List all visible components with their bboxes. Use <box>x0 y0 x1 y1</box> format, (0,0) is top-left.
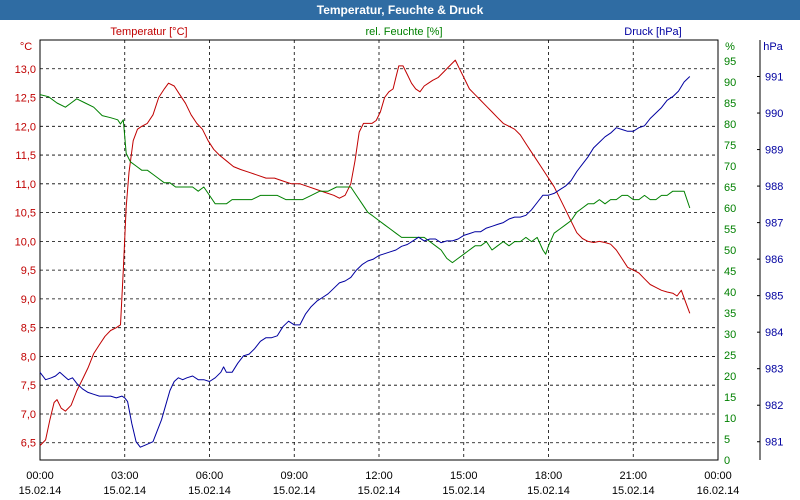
pressure-tick-label: 982 <box>765 400 783 412</box>
temperature-tick-label: 12,0 <box>15 121 36 133</box>
pressure-tick-label: 988 <box>765 181 783 193</box>
pressure-tick-label: 989 <box>765 145 783 157</box>
window-title: Temperatur, Feuchte & Druck <box>0 0 800 20</box>
x-tick-time: 00:00 <box>26 470 54 482</box>
humidity-tick-label: 75 <box>724 140 736 152</box>
x-tick-time: 00:00 <box>704 470 732 482</box>
temperature-tick-label: 12,5 <box>15 93 36 105</box>
humidity-tick-label: 5 <box>724 434 730 446</box>
x-tick-date: 15.02.14 <box>273 485 316 497</box>
pressure-tick-label: 984 <box>765 327 783 339</box>
plot-frame <box>39 39 719 461</box>
humidity-tick-label: 95 <box>724 56 736 68</box>
axis-headers: °C Temperatur [°C] rel. Feuchte [%] % Dr… <box>20 26 784 53</box>
temperature-tick-label: 10,5 <box>15 208 36 220</box>
temperature-tick-label: 8,0 <box>21 351 36 363</box>
humidity-tick-label: 30 <box>724 329 736 341</box>
temperature-tick-label: 9,5 <box>21 265 36 277</box>
humidity-tick-label: 35 <box>724 308 736 320</box>
tick-labels: 6,5 7,0 7,5 8,0 8,5 9,0 9,5 10,0 10,5 11,0 11,5 12,… <box>15 56 784 467</box>
pressure-tick-label: 985 <box>765 291 783 303</box>
humidity-tick-label: 10 <box>724 413 736 425</box>
temperature-series-label: Temperatur [°C] <box>110 26 187 38</box>
temperature-tick-label: 11,0 <box>15 179 36 191</box>
x-tick-date: 15.02.14 <box>19 485 62 497</box>
x-tick-date: 15.02.14 <box>612 485 655 497</box>
humidity-series-label: rel. Feuchte [%] <box>365 26 442 38</box>
humidity-tick-label: 60 <box>724 203 736 215</box>
x-tick-time: 12:00 <box>365 470 393 482</box>
x-tick-time: 18:00 <box>535 470 563 482</box>
temperature-tick-label: 13,0 <box>15 64 36 76</box>
pressure-tick-label: 991 <box>765 72 783 84</box>
humidity-tick-label: 50 <box>724 245 736 257</box>
humidity-tick-label: 15 <box>724 392 736 404</box>
humidity-tick-label: 80 <box>724 119 736 131</box>
pressure-series-label: Druck [hPa] <box>624 26 681 38</box>
humidity-tick-label: 70 <box>724 161 736 173</box>
humidity-tick-label: 45 <box>724 266 736 278</box>
x-tick-time: 03:00 <box>111 470 139 482</box>
humidity-tick-label: 0 <box>724 455 730 467</box>
humidity-tick-label: 55 <box>724 224 736 236</box>
humidity-tick-label: 85 <box>724 98 736 110</box>
x-tick-date: 15.02.14 <box>527 485 570 497</box>
temperature-tick-label: 6,5 <box>21 438 36 450</box>
x-tick-date: 15.02.14 <box>442 485 485 497</box>
pressure-line <box>39 76 691 448</box>
pressure-tick-label: 981 <box>765 437 783 449</box>
temperature-tick-label: 9,0 <box>21 294 36 306</box>
temperature-tick-label: 11,5 <box>15 150 36 162</box>
temperature-tick-label: 10,0 <box>15 236 36 248</box>
x-axis-ticks: 00:00 15.02.14 03:00 15.02.14 06:00 15.02.14 0… <box>19 470 740 497</box>
pressure-tick-label: 986 <box>765 254 783 266</box>
temperature-tick-label: 8,5 <box>21 323 36 335</box>
chart-background <box>0 20 800 500</box>
pressure-tick-label: 990 <box>765 108 783 120</box>
humidity-line <box>39 94 691 264</box>
temperature-tick-label: 7,0 <box>21 409 36 421</box>
pressure-tick-label: 987 <box>765 218 783 230</box>
grid <box>40 40 718 460</box>
humidity-unit: % <box>725 41 735 53</box>
temperature-line <box>39 59 691 446</box>
temperature-tick-label: 7,5 <box>21 380 36 392</box>
x-tick-date: 16.02.14 <box>697 485 740 497</box>
humidity-tick-label: 65 <box>724 182 736 194</box>
x-tick-date: 15.02.14 <box>103 485 146 497</box>
humidity-tick-label: 90 <box>724 77 736 89</box>
pressure-tick-label: 983 <box>765 364 783 376</box>
humidity-tick-label: 25 <box>724 350 736 362</box>
pressure-unit: hPa <box>763 41 783 53</box>
x-tick-time: 09:00 <box>280 470 308 482</box>
humidity-tick-label: 20 <box>724 371 736 383</box>
x-tick-time: 21:00 <box>619 470 647 482</box>
x-tick-time: 06:00 <box>196 470 224 482</box>
x-tick-time: 15:00 <box>450 470 478 482</box>
humidity-tick-label: 40 <box>724 287 736 299</box>
x-tick-date: 15.02.14 <box>358 485 401 497</box>
series-group <box>39 59 691 448</box>
temperature-unit: °C <box>20 41 32 53</box>
x-tick-date: 15.02.14 <box>188 485 231 497</box>
